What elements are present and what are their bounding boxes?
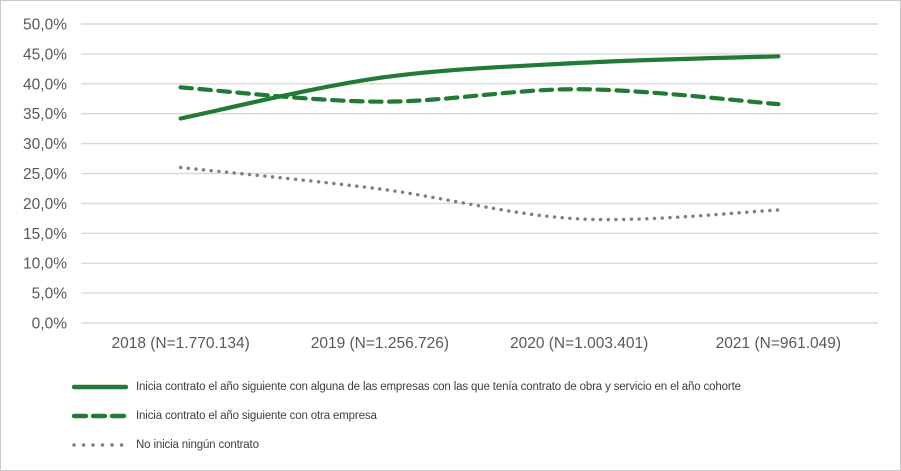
legend-label-dotted-series: No inicia ningún contrato (136, 438, 259, 451)
x-axis-category-label: 2021 (N=961.049) (716, 335, 841, 352)
y-axis-tick-label: 30,0% (23, 136, 67, 153)
legend-label-dashed-series: Inicia contrato el año siguiente con otr… (136, 409, 377, 422)
x-axis-category-label: 2018 (N=1.770.134) (111, 335, 249, 352)
y-axis-tick-label: 0,0% (32, 316, 68, 333)
legend-item-dashed-series: Inicia contrato el año siguiente con otr… (71, 401, 741, 430)
y-axis-tick-label: 40,0% (23, 76, 67, 93)
legend-label-solid-series: Inicia contrato el año siguiente con alg… (136, 380, 741, 393)
legend-item-solid-series: Inicia contrato el año siguiente con alg… (71, 372, 741, 401)
y-axis-tick-label: 20,0% (23, 196, 67, 213)
y-axis-tick-label: 5,0% (32, 286, 68, 303)
dotted-line-swatch-icon (72, 442, 128, 447)
y-axis-tick-label: 10,0% (23, 256, 67, 273)
y-axis-tick-label: 15,0% (23, 226, 67, 243)
y-axis-tick-label: 45,0% (23, 46, 67, 63)
chart-legend: Inicia contrato el año siguiente con alg… (71, 372, 741, 459)
x-axis-category-label: 2019 (N=1.256.726) (311, 335, 449, 352)
series-line-dashed (178, 85, 781, 107)
y-axis-tick-label: 25,0% (23, 166, 67, 183)
solid-line-swatch-icon (71, 384, 129, 389)
legend-item-dotted-series: No inicia ningún contrato (71, 430, 741, 459)
dashed-line-swatch-icon (71, 413, 129, 418)
series-line-dotted (178, 165, 781, 222)
series-line-solid (178, 54, 781, 121)
x-axis-category-label: 2020 (N=1.003.401) (510, 335, 648, 352)
y-axis-tick-label: 50,0% (23, 17, 67, 34)
y-axis-tick-label: 35,0% (23, 106, 67, 123)
